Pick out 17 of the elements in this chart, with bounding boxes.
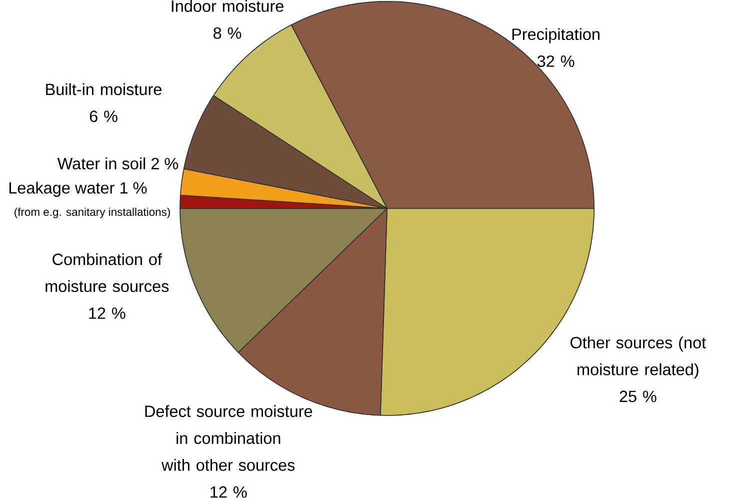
data-label: 1 % xyxy=(120,182,147,194)
slice-label: Combination of moisture sources xyxy=(46,253,169,292)
data-label: 25 % xyxy=(620,390,656,402)
data-label: 12 % xyxy=(210,486,247,498)
slice-label: Other sources (not moisture related) xyxy=(570,336,706,379)
slice-label: Water in soil xyxy=(57,158,146,170)
data-label: 32 % xyxy=(537,56,574,68)
slice-label: Precipitation xyxy=(512,28,600,44)
slice-label: Built-in moisture xyxy=(46,83,162,96)
data-label: 2 % xyxy=(151,158,178,170)
data-label: 6 % xyxy=(90,110,118,122)
slice-label: Indoor moisture xyxy=(172,0,284,12)
text: (from e.g. sanitary installations) xyxy=(14,208,170,218)
slice-label: Defect source moisture in combination with other sources xyxy=(145,405,312,472)
data-label: 12 % xyxy=(89,308,126,320)
slice-label: Leakage water xyxy=(9,182,114,197)
data-label: 8 % xyxy=(214,27,242,39)
